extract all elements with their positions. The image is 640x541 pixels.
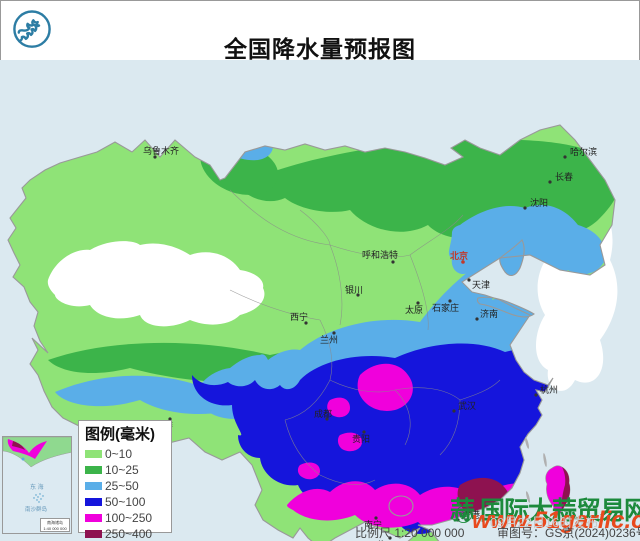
svg-text:南沙群岛: 南沙群岛: [25, 505, 48, 513]
svg-text:武汉: 武汉: [458, 400, 476, 411]
svg-text:西宁: 西宁: [290, 311, 308, 322]
svg-text:石家庄: 石家庄: [432, 302, 459, 313]
svg-text:贵阳: 贵阳: [352, 433, 370, 444]
svg-text:沈阳: 沈阳: [530, 197, 548, 208]
svg-text:太原: 太原: [405, 304, 423, 315]
svg-text:兰州: 兰州: [320, 334, 338, 345]
svg-text:杭州: 杭州: [540, 384, 558, 395]
svg-text:呼和浩特: 呼和浩特: [362, 249, 398, 260]
svg-text:银川: 银川: [345, 284, 363, 295]
svg-text:成都: 成都: [314, 408, 332, 419]
svg-text:天津: 天津: [472, 280, 490, 290]
svg-text:东 海: 东 海: [30, 483, 44, 491]
svg-text:济南: 济南: [480, 308, 498, 319]
svg-text:北京: 北京: [450, 250, 468, 261]
svg-text:长春: 长春: [555, 171, 573, 182]
svg-text:哈尔滨: 哈尔滨: [570, 146, 597, 157]
svg-text:乌鲁木齐: 乌鲁木齐: [143, 145, 179, 156]
